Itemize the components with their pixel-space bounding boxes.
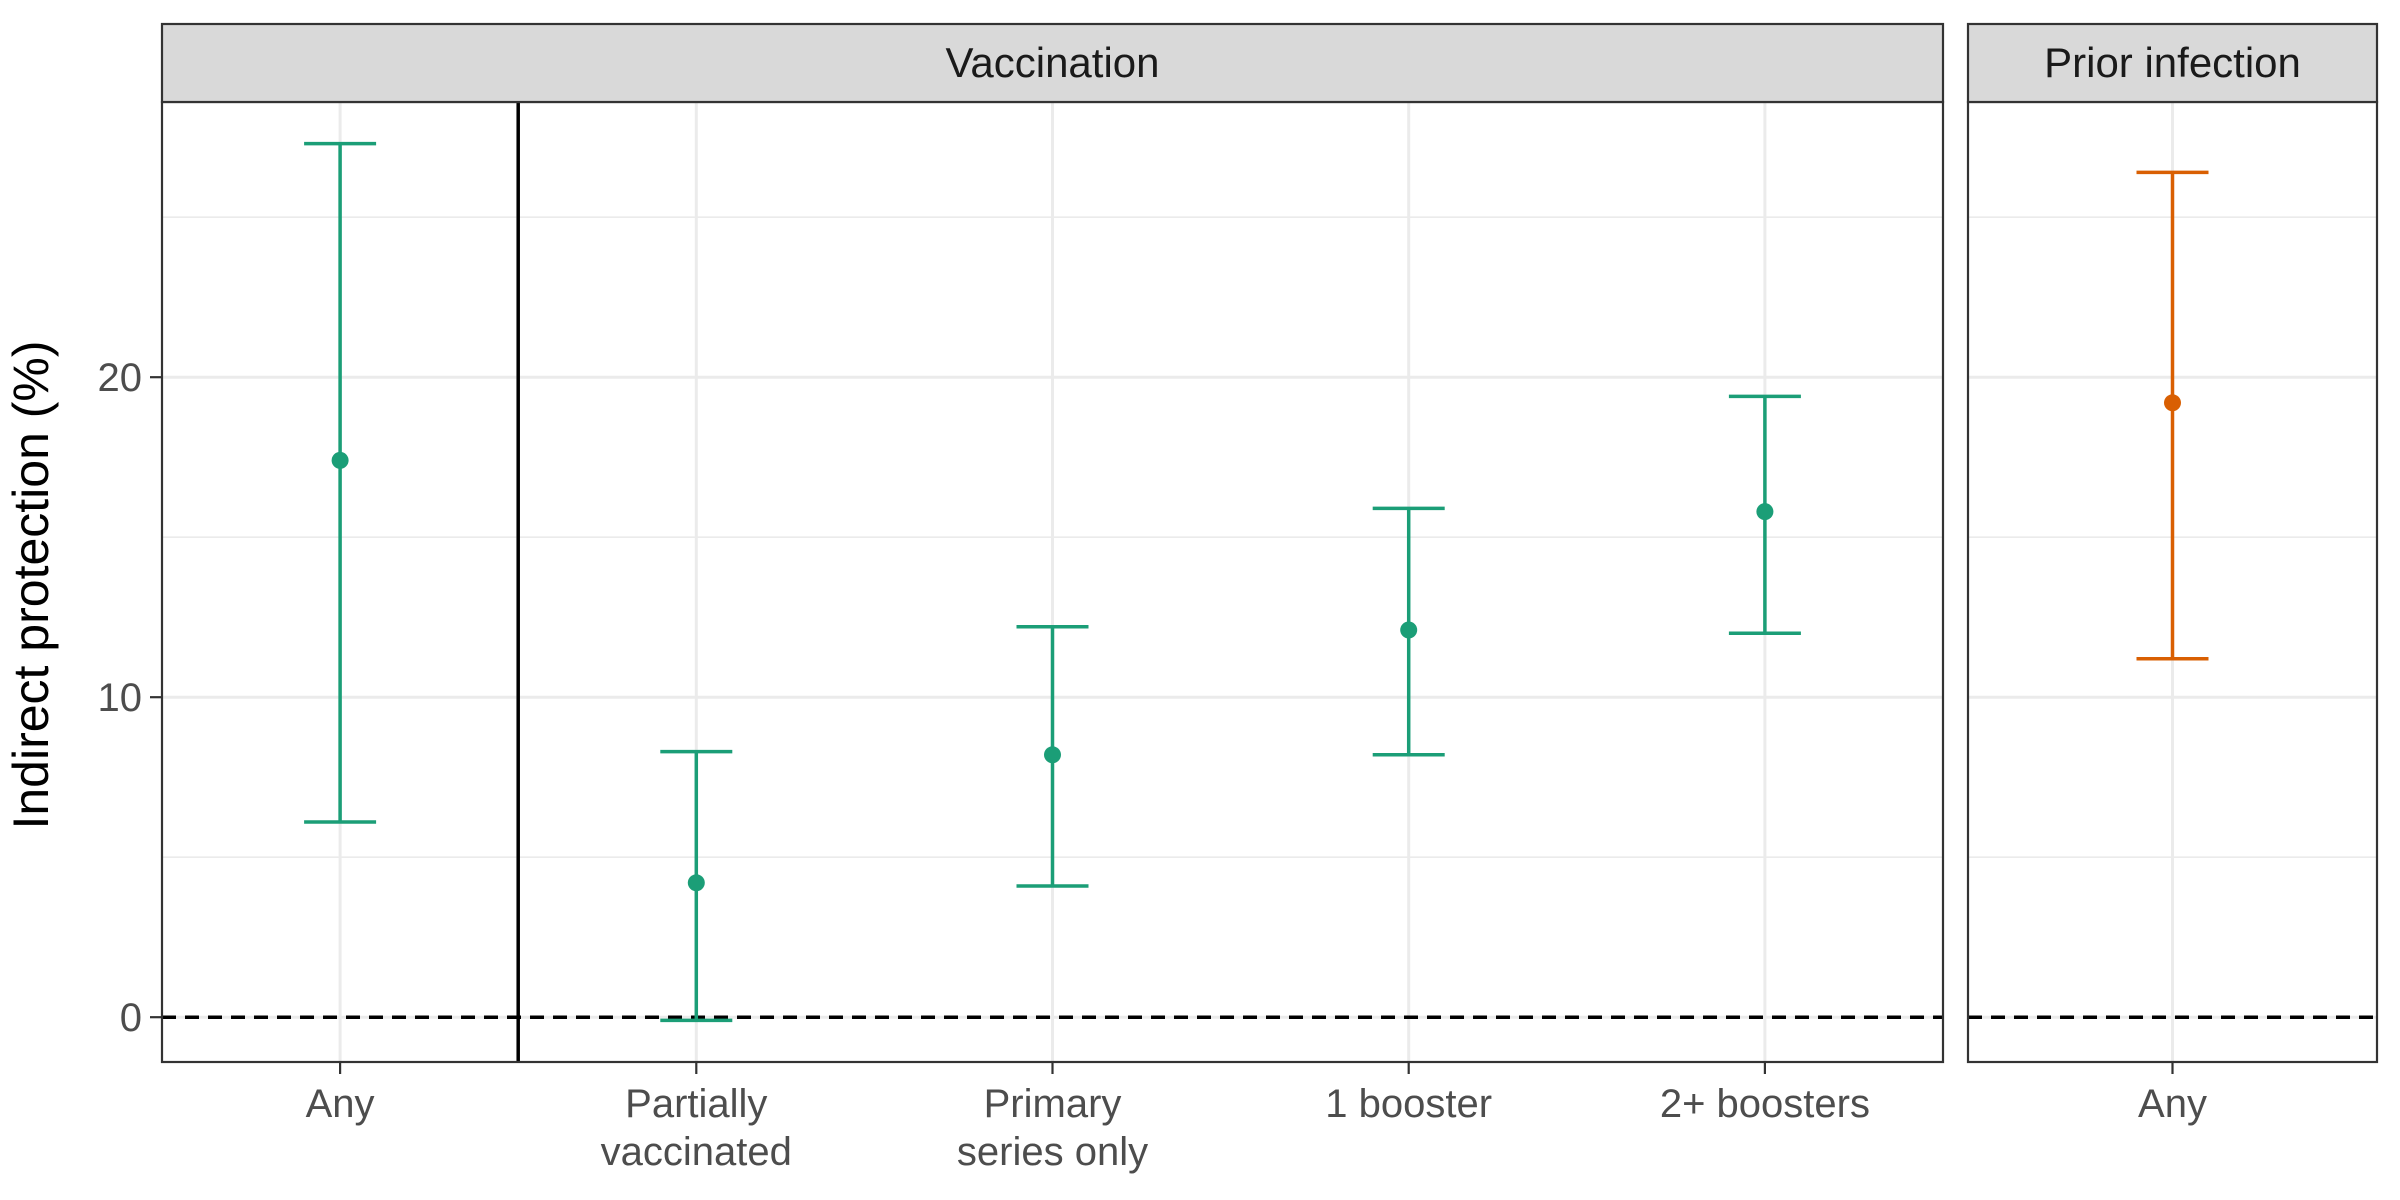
point-estimate [1044, 746, 1061, 764]
facet-strip-label: Prior infection [2044, 39, 2301, 86]
facet-strip-label: Vaccination [945, 39, 1159, 86]
x-tick-label: 1 booster [1325, 1082, 1492, 1126]
estimate-group [1728, 394, 1801, 635]
x-tick-label: Primary series only [957, 1082, 1148, 1174]
panel-prior-infection: Prior infection Any [1966, 22, 2379, 1126]
y-tick-label: 10 [98, 676, 143, 720]
facet-strip [160, 22, 1945, 104]
y-tick-label: 20 [98, 356, 143, 400]
point-estimate [1400, 621, 1418, 639]
point-estimate [331, 451, 349, 469]
panel-vaccination: Vaccination Any Partially vaccinated Primary… [98, 22, 1945, 1174]
y-tick-label: 0 [120, 996, 142, 1040]
point-estimate [687, 874, 705, 892]
x-tick-label: 2+ boosters [1660, 1082, 1870, 1126]
y-axis-title: Indirect protection (%) [3, 340, 59, 829]
estimate-group [660, 749, 733, 1023]
estimate-group [2136, 170, 2209, 661]
facet-strip [1966, 22, 2379, 104]
panels: Vaccination Any Partially vaccinated Primary… [98, 22, 2379, 1174]
point-estimate [2164, 394, 2181, 412]
x-tick-label: Partially vaccinated [601, 1082, 792, 1174]
point-estimate [1756, 503, 1774, 521]
x-tick-label: Any [306, 1082, 375, 1126]
estimate-group [1372, 506, 1445, 757]
x-tick-label: Any [2138, 1082, 2207, 1126]
estimate-group [1016, 625, 1089, 888]
estimate-group [304, 141, 377, 824]
y-axis-title-group: Indirect protection (%) [3, 340, 59, 829]
